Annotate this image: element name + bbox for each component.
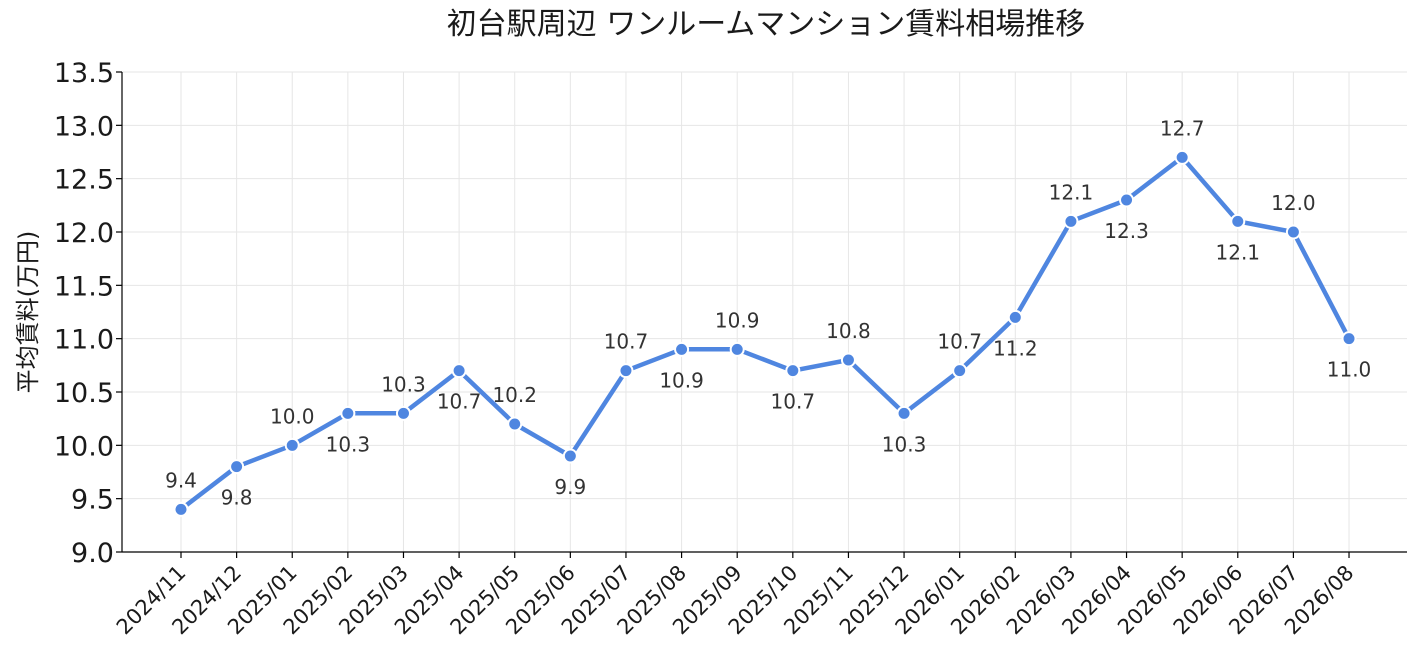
y-tick-label: 9.5 — [71, 485, 114, 516]
data-points — [173, 149, 1357, 517]
data-label: 10.3 — [381, 372, 426, 396]
data-point — [729, 341, 745, 357]
data-point — [1007, 309, 1023, 325]
y-tick-label: 10.5 — [54, 378, 114, 409]
y-tick-label: 9.0 — [71, 538, 114, 569]
grid — [122, 71, 1407, 553]
axes — [121, 72, 1407, 553]
data-point — [840, 352, 856, 368]
y-tick-label: 13.0 — [54, 111, 114, 142]
y-tick-label: 10.0 — [54, 431, 114, 462]
y-tick-label: 13.5 — [54, 58, 114, 89]
data-label: 9.4 — [165, 468, 197, 492]
data-point — [1063, 213, 1079, 229]
data-point — [173, 501, 189, 517]
data-label: 12.0 — [1271, 191, 1316, 215]
data-label: 10.7 — [937, 330, 982, 354]
data-label: 12.1 — [1216, 240, 1261, 264]
series-line — [178, 155, 1352, 512]
data-label: 11.2 — [993, 336, 1038, 360]
data-point — [1119, 192, 1135, 208]
data-point — [229, 459, 245, 475]
data-point — [896, 405, 912, 421]
data-point — [507, 416, 523, 432]
series-line-layer — [178, 155, 1352, 512]
data-point — [1174, 149, 1190, 165]
data-label: 10.8 — [826, 319, 871, 343]
data-label: 9.9 — [554, 475, 586, 499]
data-point — [618, 363, 634, 379]
y-axis-label: 平均賃料(万円) — [14, 231, 42, 394]
data-label: 11.0 — [1327, 358, 1372, 382]
data-point — [1341, 331, 1357, 347]
data-label: 10.9 — [659, 368, 704, 392]
y-tick-label: 11.5 — [54, 271, 114, 302]
data-label: 12.3 — [1104, 219, 1149, 243]
data-point — [451, 363, 467, 379]
data-label: 12.1 — [1049, 180, 1094, 204]
data-labels: 9.4 9.8 10.0 10.3 10.3 10.7 10.2 9.9 10.7 10.9 10.… — [165, 116, 1371, 509]
data-point — [674, 341, 690, 357]
data-label: 10.7 — [604, 330, 649, 354]
data-label: 10.9 — [715, 308, 760, 332]
data-label: 10.3 — [882, 432, 927, 456]
data-point — [562, 448, 578, 464]
data-label: 10.7 — [771, 390, 816, 414]
chart-title: 初台駅周辺 ワンルームマンション賃料相場推移 — [447, 7, 1086, 42]
data-label: 10.7 — [437, 390, 482, 414]
data-point — [1230, 213, 1246, 229]
data-label: 10.2 — [492, 383, 537, 407]
data-label: 9.8 — [221, 486, 253, 510]
data-point — [340, 405, 356, 421]
y-tick-label: 12.0 — [54, 218, 114, 249]
y-tick-label: 12.5 — [54, 165, 114, 196]
data-label: 12.7 — [1160, 116, 1205, 140]
data-point — [952, 363, 968, 379]
y-tick-label: 11.0 — [54, 325, 114, 356]
data-label: 10.0 — [270, 404, 315, 428]
data-point — [284, 437, 300, 453]
data-point — [785, 363, 801, 379]
data-point — [1285, 224, 1301, 240]
data-label: 10.3 — [326, 432, 371, 456]
data-point — [395, 405, 411, 421]
